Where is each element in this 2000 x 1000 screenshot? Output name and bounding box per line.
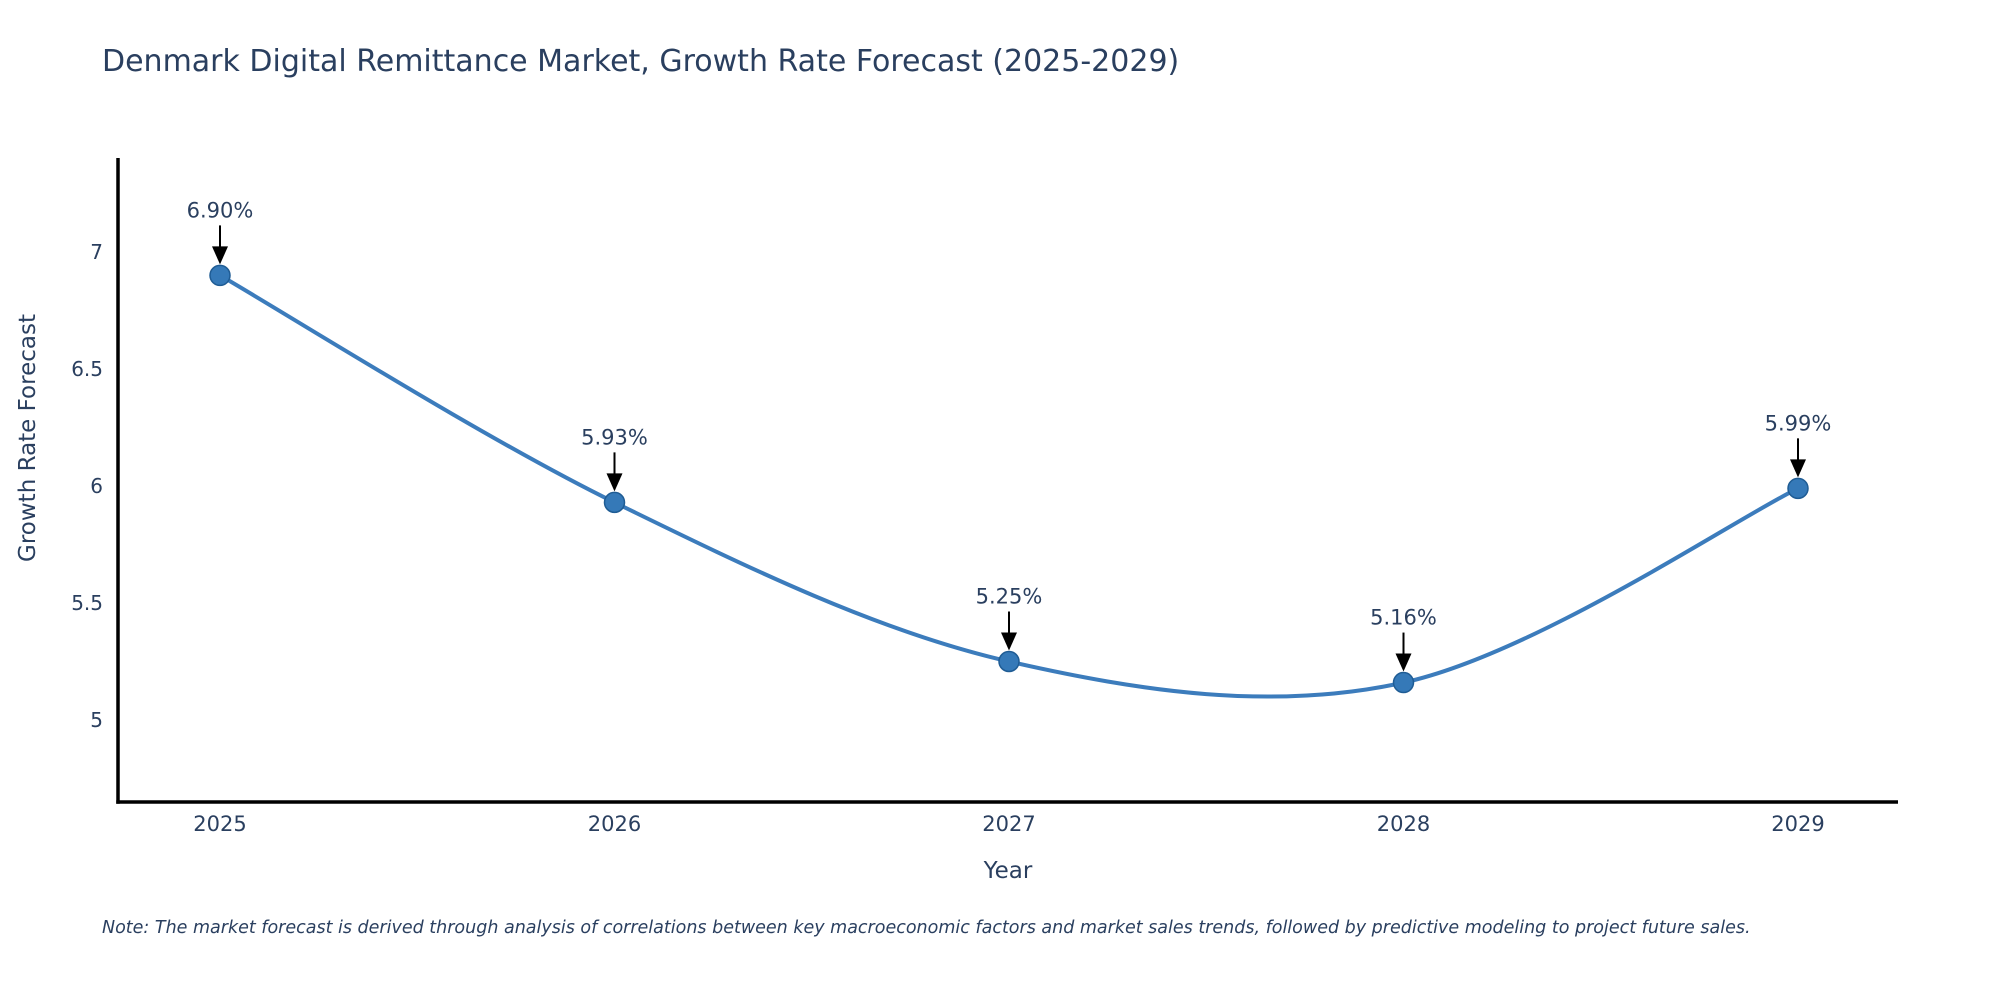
x-tick-2029: 2029 bbox=[1771, 812, 1824, 836]
annotation-arrowhead-2029 bbox=[1790, 459, 1806, 478]
data-label-2028: 5.16% bbox=[1370, 606, 1437, 630]
annotation-arrowhead-2026 bbox=[606, 473, 623, 492]
data-point-2026 bbox=[603, 491, 626, 514]
data-label-2027: 5.25% bbox=[976, 585, 1043, 609]
chart-title: Denmark Digital Remittance Market, Growt… bbox=[102, 44, 1180, 79]
data-label-2025: 6.90% bbox=[187, 198, 254, 222]
y-axis-title: Growth Rate Forecast bbox=[15, 314, 41, 562]
y-tick-5.5: 5.5 bbox=[71, 591, 103, 615]
data-label-2026: 5.93% bbox=[581, 425, 648, 449]
data-point-2028 bbox=[1392, 671, 1415, 694]
y-tick-5: 5 bbox=[90, 708, 103, 732]
x-tick-2026: 2026 bbox=[588, 812, 641, 836]
annotation-arrowhead-2028 bbox=[1395, 653, 1412, 672]
data-point-2029 bbox=[1787, 477, 1809, 500]
y-tick-7: 7 bbox=[90, 240, 103, 264]
data-point-2027 bbox=[998, 650, 1020, 673]
annotation-arrowhead-2025 bbox=[212, 246, 228, 265]
x-axis-title: Year bbox=[983, 858, 1033, 884]
annotation-arrowhead-2027 bbox=[1001, 632, 1017, 651]
x-tick-2025: 2025 bbox=[193, 812, 246, 836]
y-tick-6.5: 6.5 bbox=[71, 357, 103, 381]
y-tick-6: 6 bbox=[90, 474, 103, 498]
data-label-2029: 5.99% bbox=[1765, 411, 1832, 435]
footnote: Note: The market forecast is derived thr… bbox=[102, 918, 1751, 938]
data-point-2025 bbox=[209, 264, 231, 287]
x-tick-2028: 2028 bbox=[1377, 812, 1430, 836]
x-tick-2027: 2027 bbox=[982, 812, 1035, 836]
